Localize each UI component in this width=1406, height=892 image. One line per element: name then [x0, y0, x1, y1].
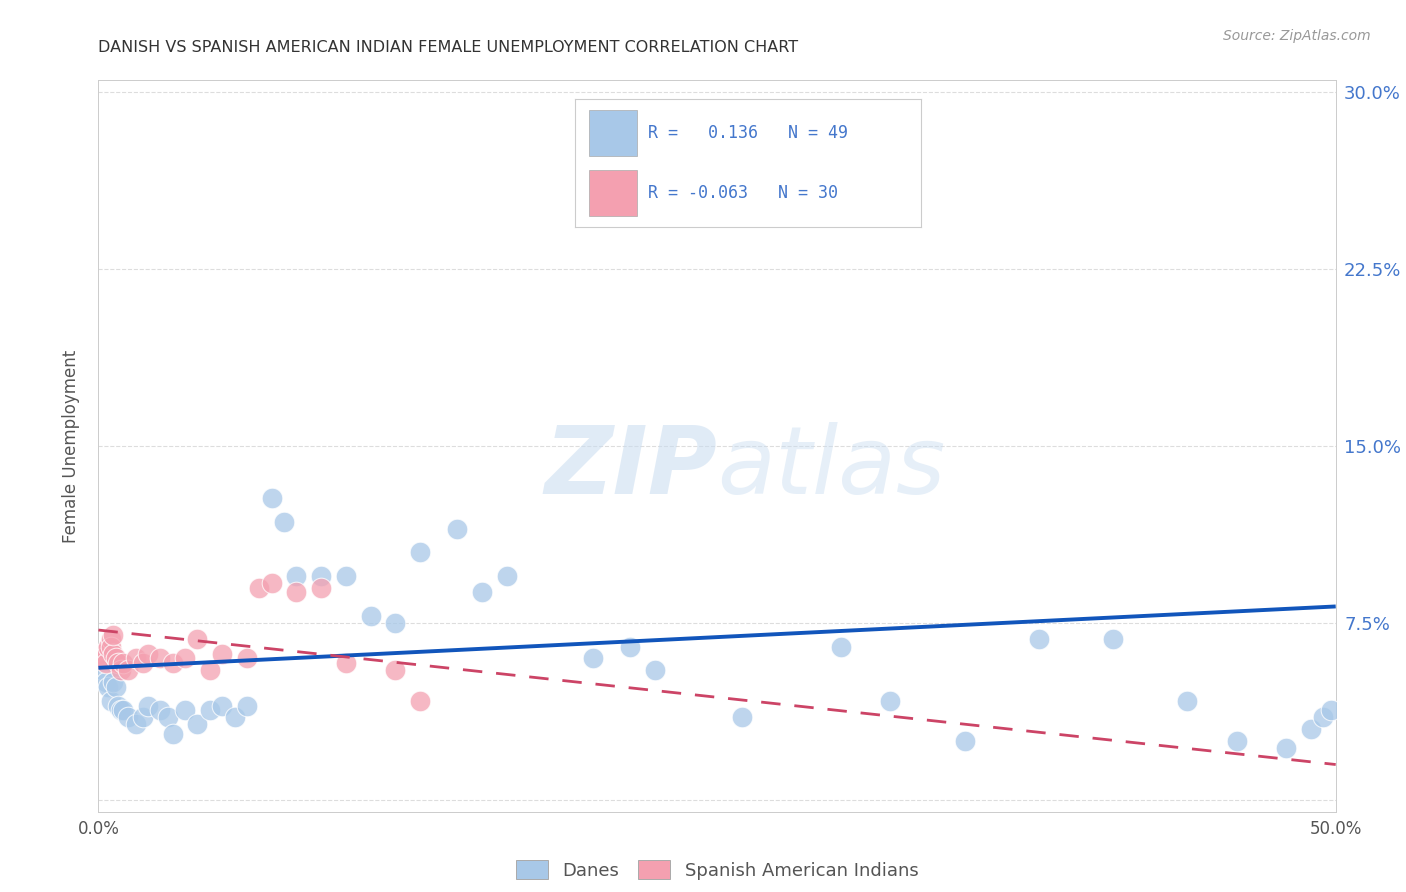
Point: [644, 663, 666, 677]
Point: [198, 663, 221, 677]
Point: [384, 615, 406, 630]
Point: [104, 651, 127, 665]
Point: [273, 515, 295, 529]
Point: [136, 647, 159, 661]
Point: [162, 656, 184, 670]
Point: [211, 647, 233, 661]
Point: [409, 545, 432, 559]
Point: [93, 651, 115, 665]
Point: [224, 710, 246, 724]
Point: [1312, 710, 1334, 724]
Point: [335, 568, 357, 582]
Text: ZIP: ZIP: [544, 422, 717, 514]
Point: [124, 717, 146, 731]
Point: [104, 680, 127, 694]
Point: [780, 156, 803, 170]
Point: [830, 640, 852, 654]
Point: [117, 663, 139, 677]
Point: [132, 710, 155, 724]
Point: [100, 632, 122, 647]
Point: [117, 710, 139, 724]
Point: [186, 717, 208, 731]
Point: [495, 568, 517, 582]
Point: [1275, 741, 1298, 756]
Point: [471, 585, 494, 599]
Point: [211, 698, 233, 713]
Point: [100, 694, 122, 708]
Point: [619, 640, 641, 654]
Point: [132, 656, 155, 670]
Point: [112, 656, 135, 670]
Point: [100, 640, 122, 654]
Text: Source: ZipAtlas.com: Source: ZipAtlas.com: [1223, 29, 1371, 43]
Point: [260, 491, 283, 505]
Point: [174, 703, 197, 717]
Point: [1028, 632, 1050, 647]
Point: [103, 675, 125, 690]
Point: [1226, 734, 1249, 748]
Point: [360, 608, 382, 623]
Point: [953, 734, 976, 748]
Point: [103, 647, 125, 661]
Point: [384, 663, 406, 677]
Point: [174, 651, 197, 665]
Point: [236, 651, 259, 665]
Point: [260, 575, 283, 590]
Point: [247, 581, 270, 595]
Point: [110, 703, 132, 717]
Point: [107, 656, 129, 670]
Point: [186, 632, 208, 647]
Point: [409, 694, 432, 708]
Point: [93, 663, 115, 677]
Point: [335, 656, 357, 670]
Point: [136, 698, 159, 713]
Point: [103, 628, 125, 642]
Point: [156, 710, 179, 724]
Text: atlas: atlas: [717, 423, 945, 514]
Point: [94, 656, 117, 670]
Point: [285, 585, 308, 599]
Point: [110, 663, 132, 677]
Point: [162, 727, 184, 741]
Point: [97, 680, 120, 694]
Point: [198, 703, 221, 717]
Point: [731, 710, 754, 724]
Text: DANISH VS SPANISH AMERICAN INDIAN FEMALE UNEMPLOYMENT CORRELATION CHART: DANISH VS SPANISH AMERICAN INDIAN FEMALE…: [98, 40, 799, 55]
Point: [1175, 694, 1198, 708]
Point: [124, 651, 146, 665]
Point: [879, 694, 901, 708]
Point: [90, 647, 112, 661]
Point: [285, 568, 308, 582]
Point: [1102, 632, 1125, 647]
Legend: Danes, Spanish American Indians: Danes, Spanish American Indians: [509, 853, 925, 887]
Point: [446, 522, 468, 536]
Point: [1299, 722, 1322, 736]
Point: [94, 675, 117, 690]
Point: [309, 568, 332, 582]
Point: [97, 640, 120, 654]
Point: [236, 698, 259, 713]
Point: [1319, 703, 1341, 717]
Point: [149, 651, 172, 665]
Point: [149, 703, 172, 717]
Point: [112, 703, 135, 717]
Point: [107, 698, 129, 713]
Y-axis label: Female Unemployment: Female Unemployment: [62, 350, 80, 542]
Point: [582, 651, 605, 665]
Point: [309, 581, 332, 595]
